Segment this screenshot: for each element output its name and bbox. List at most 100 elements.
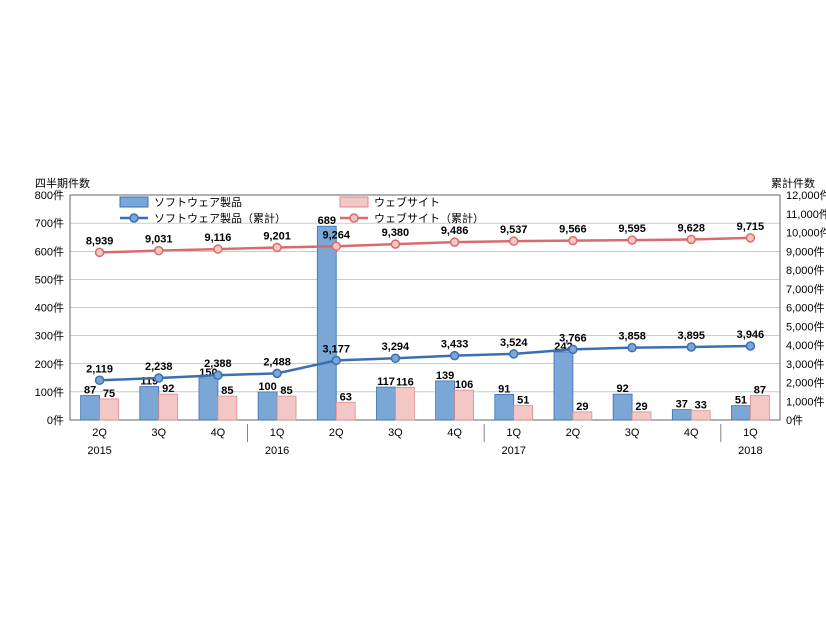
bar-website-label: 85	[280, 385, 292, 397]
legend-line-software: ソフトウェア製品（累計）	[154, 211, 286, 225]
bar-software	[436, 381, 455, 420]
line-label: 9,595	[618, 223, 646, 235]
line-label: 2,238	[145, 361, 173, 373]
left-tick: 0件	[47, 414, 64, 427]
line-label: 9,031	[145, 234, 173, 246]
bar-website-label: 29	[635, 401, 647, 413]
bar-website-label: 116	[396, 376, 414, 388]
marker	[96, 376, 104, 384]
bar-software	[376, 387, 395, 420]
line-label: 2,388	[204, 358, 232, 370]
marker	[391, 354, 399, 362]
left-axis-title: 四半期件数	[35, 176, 90, 190]
line-label: 3,177	[322, 343, 350, 355]
x-tick: 4Q	[447, 427, 462, 439]
legend-bar-website: ウェブサイト	[374, 195, 440, 209]
line-label: 2,119	[86, 363, 113, 375]
bar-website-label: 92	[162, 383, 174, 395]
marker	[569, 345, 577, 353]
bar-website-label: 29	[576, 401, 588, 413]
line-label: 3,946	[737, 329, 765, 341]
right-tick: 0件	[786, 414, 803, 427]
bar-software-label: 92	[616, 383, 628, 395]
bar-software-label: 689	[318, 215, 336, 227]
x-tick: 3Q	[151, 427, 166, 439]
bar-website	[277, 396, 296, 420]
marker	[510, 237, 518, 245]
marker	[451, 352, 459, 360]
left-tick: 500件	[35, 273, 64, 286]
x-tick: 4Q	[211, 427, 226, 439]
marker	[569, 237, 577, 245]
bar-software	[199, 378, 218, 420]
marker	[391, 240, 399, 248]
line-label: 8,939	[86, 235, 114, 247]
line-label: 3,895	[677, 330, 705, 342]
line-label: 9,486	[441, 225, 469, 237]
marker	[451, 238, 459, 246]
line-label: 9,715	[737, 221, 765, 233]
bar-website-label: 85	[221, 385, 233, 397]
marker	[96, 248, 104, 256]
x-tick: 2Q	[92, 427, 107, 439]
right-tick: 7,000件	[786, 283, 825, 296]
line-label: 2,488	[263, 356, 291, 368]
x-year: 2017	[502, 445, 526, 457]
line-label: 9,380	[382, 227, 410, 239]
line-label: 3,294	[382, 341, 410, 353]
marker	[510, 350, 518, 358]
legend-bar-software: ソフトウェア製品	[154, 195, 242, 209]
marker	[273, 369, 281, 377]
line-label: 3,858	[618, 331, 646, 343]
right-tick: 2,000件	[786, 377, 825, 390]
bar-website	[336, 402, 355, 420]
bar-website-label: 63	[340, 391, 352, 403]
x-tick: 4Q	[684, 427, 699, 439]
bar-software	[81, 396, 100, 420]
bar-website	[159, 394, 178, 420]
bar-software-label: 100	[258, 381, 276, 393]
legend-line-website: ウェブサイト（累計）	[374, 211, 484, 225]
marker	[214, 371, 222, 379]
left-tick: 600件	[35, 245, 64, 258]
marker	[214, 245, 222, 253]
bar-software	[495, 394, 514, 420]
left-tick: 400件	[35, 302, 64, 315]
bar-software-label: 37	[676, 399, 688, 411]
left-tick: 300件	[35, 330, 64, 343]
left-tick: 200件	[35, 358, 64, 371]
bar-software	[140, 387, 159, 420]
right-tick: 3,000件	[786, 358, 825, 371]
line-label: 9,264	[322, 229, 350, 241]
chart-container: 0件100件200件300件400件500件600件700件800件0件1,00…	[0, 0, 826, 620]
bar-software	[731, 406, 750, 420]
line-label: 9,201	[263, 230, 291, 242]
right-tick: 8,000件	[786, 264, 825, 277]
bar-website	[395, 387, 414, 420]
bar-website-label: 75	[103, 388, 115, 400]
x-tick: 2Q	[566, 427, 581, 439]
left-tick: 700件	[35, 217, 64, 230]
bar-software-label: 87	[84, 385, 96, 397]
right-tick: 10,000件	[786, 227, 826, 240]
marker	[332, 242, 340, 250]
bar-website	[100, 399, 119, 420]
line-label: 9,537	[500, 224, 528, 236]
x-tick: 3Q	[388, 427, 403, 439]
bar-website-label: 87	[754, 385, 766, 397]
right-tick: 5,000件	[786, 320, 825, 333]
line-label: 3,433	[441, 339, 469, 351]
bar-software-label: 139	[436, 370, 454, 382]
x-tick: 3Q	[625, 427, 640, 439]
bar-website	[691, 411, 710, 420]
x-tick: 1Q	[506, 427, 521, 439]
left-tick: 100件	[35, 386, 64, 399]
x-year: 2016	[265, 445, 289, 457]
bar-software	[317, 226, 336, 420]
marker	[155, 247, 163, 255]
marker	[687, 343, 695, 351]
bar-website	[455, 390, 474, 420]
bar-software	[672, 410, 691, 420]
bar-software-label: 51	[735, 395, 747, 407]
bar-software	[258, 392, 277, 420]
